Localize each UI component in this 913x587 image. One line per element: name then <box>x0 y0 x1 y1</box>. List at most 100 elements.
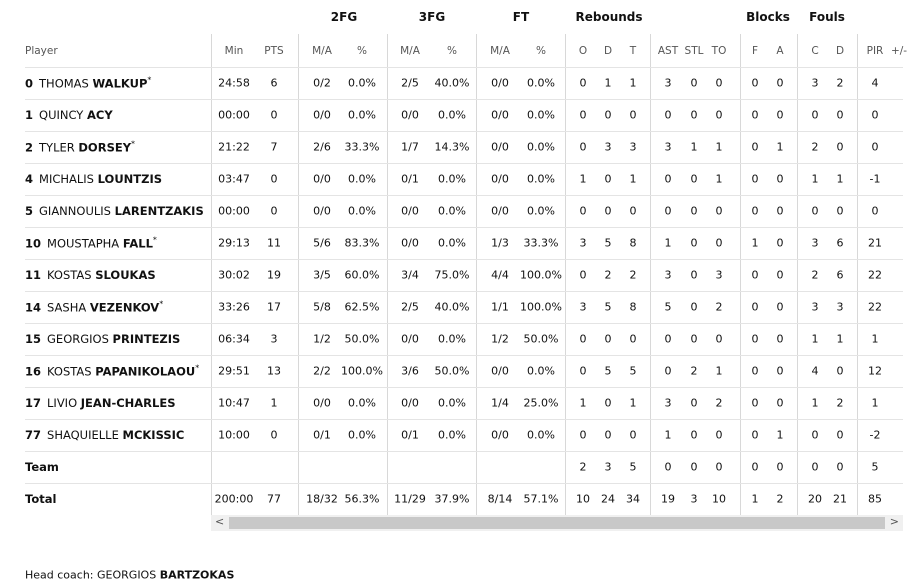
stat: 0 <box>715 428 723 442</box>
scrollbar-thumb[interactable] <box>229 517 885 529</box>
stat: 0.0% <box>438 332 466 346</box>
stat: 0 <box>776 364 784 378</box>
stat: 0.0% <box>438 172 466 186</box>
starter-mark: * <box>159 299 164 309</box>
player: 11 KOSTAS SLOUKAS <box>25 268 156 282</box>
stat: 0 <box>715 76 723 90</box>
stat: 0 <box>776 236 784 250</box>
stat: 0 <box>664 364 672 378</box>
player: 17 LIVIO JEAN-CHARLES <box>25 396 176 410</box>
stat: 0 <box>871 108 879 122</box>
stat: 0 <box>836 204 844 218</box>
stat: 3 <box>715 268 723 282</box>
stat: 21:22 <box>218 140 250 154</box>
stat: 0/0 <box>313 108 331 122</box>
stat: 06:34 <box>218 332 250 346</box>
stat: 0 <box>715 108 723 122</box>
stat: 0/0 <box>401 108 419 122</box>
group-header: 2FG <box>330 10 358 24</box>
row-line <box>25 355 903 356</box>
stat: 0 <box>776 300 784 314</box>
stat: 4 <box>811 364 819 378</box>
player-last: PAPANIKOLAOU <box>95 364 196 379</box>
stat: 0/0 <box>401 332 419 346</box>
stat: 0 <box>270 172 278 186</box>
stat: 0 <box>811 204 819 218</box>
stat: 75.0% <box>434 268 470 282</box>
group-header: FT <box>512 10 530 24</box>
stat: 1/4 <box>491 396 509 410</box>
stat: 2/2 <box>313 364 331 378</box>
stat: 1 <box>629 396 637 410</box>
stat: 0 <box>811 460 819 474</box>
stat: 0 <box>664 460 672 474</box>
separator <box>476 34 477 516</box>
group-header: 3FG <box>418 10 446 24</box>
stat: -2 <box>869 428 881 442</box>
stat: 0.0% <box>438 108 466 122</box>
stat: 0.0% <box>527 364 555 378</box>
stat: 1 <box>270 396 278 410</box>
stat: 1 <box>871 332 879 346</box>
stat: 5 <box>629 364 637 378</box>
player: 16 KOSTAS PAPANIKOLAOU* <box>25 364 199 379</box>
stat: 34 <box>626 492 640 506</box>
player: 15 GEORGIOS PRINTEZIS <box>25 332 180 346</box>
stat: 21 <box>868 236 882 250</box>
stat: 2 <box>579 460 587 474</box>
stat: 100.0% <box>520 268 562 282</box>
scroll-right[interactable]: > <box>889 515 899 528</box>
stat: 40.0% <box>434 76 470 90</box>
stat: 1/3 <box>491 236 509 250</box>
stat: 0.0% <box>348 428 376 442</box>
stat: 5 <box>604 236 612 250</box>
stat: 18/32 <box>306 492 338 506</box>
stat: 0/1 <box>313 428 331 442</box>
player-first: LIVIO <box>47 396 78 410</box>
stat: 2 <box>811 140 819 154</box>
row-line <box>25 67 903 68</box>
stat: 100.0% <box>520 300 562 314</box>
stat: 8/14 <box>487 492 513 506</box>
separator <box>387 34 388 516</box>
stat: 30:02 <box>218 268 250 282</box>
stat: 5 <box>664 300 672 314</box>
scrollbar[interactable]: < > <box>211 515 903 531</box>
stat: 0/0 <box>491 364 509 378</box>
stat: 0.0% <box>348 108 376 122</box>
stat: 2 <box>629 268 637 282</box>
row-line <box>25 195 903 196</box>
player-first: KOSTAS <box>47 364 92 379</box>
stat: 0 <box>751 172 759 186</box>
stat: 1 <box>690 140 698 154</box>
separator <box>298 34 299 516</box>
stat: 0 <box>776 204 784 218</box>
column-header: % <box>447 45 457 57</box>
stat: 0 <box>690 76 698 90</box>
row-line <box>25 419 903 420</box>
stat: 3 <box>664 140 672 154</box>
stat: 1 <box>811 172 819 186</box>
scroll-left[interactable]: < <box>215 515 225 528</box>
player-first: KOSTAS <box>47 268 92 282</box>
stat: 24 <box>601 492 615 506</box>
player-last: DORSEY <box>78 140 132 155</box>
row-line <box>25 163 903 164</box>
row-line <box>25 387 903 388</box>
stat: 0 <box>871 204 879 218</box>
stat: 0 <box>629 332 637 346</box>
stat: 60.0% <box>344 268 380 282</box>
player-number: 17 <box>25 396 42 410</box>
stat: 0 <box>751 428 759 442</box>
player-last: VEZENKOV <box>89 300 160 315</box>
stat: 0 <box>629 108 637 122</box>
stat: 14.3% <box>434 140 470 154</box>
player-last: ACY <box>87 108 113 122</box>
stat: 1 <box>629 76 637 90</box>
stat: 57.1% <box>523 492 559 506</box>
stat: 0 <box>836 364 844 378</box>
player-last: LOUNTZIS <box>97 172 163 186</box>
stat: 1 <box>715 172 723 186</box>
stat: 5 <box>604 364 612 378</box>
stat: 1 <box>629 172 637 186</box>
